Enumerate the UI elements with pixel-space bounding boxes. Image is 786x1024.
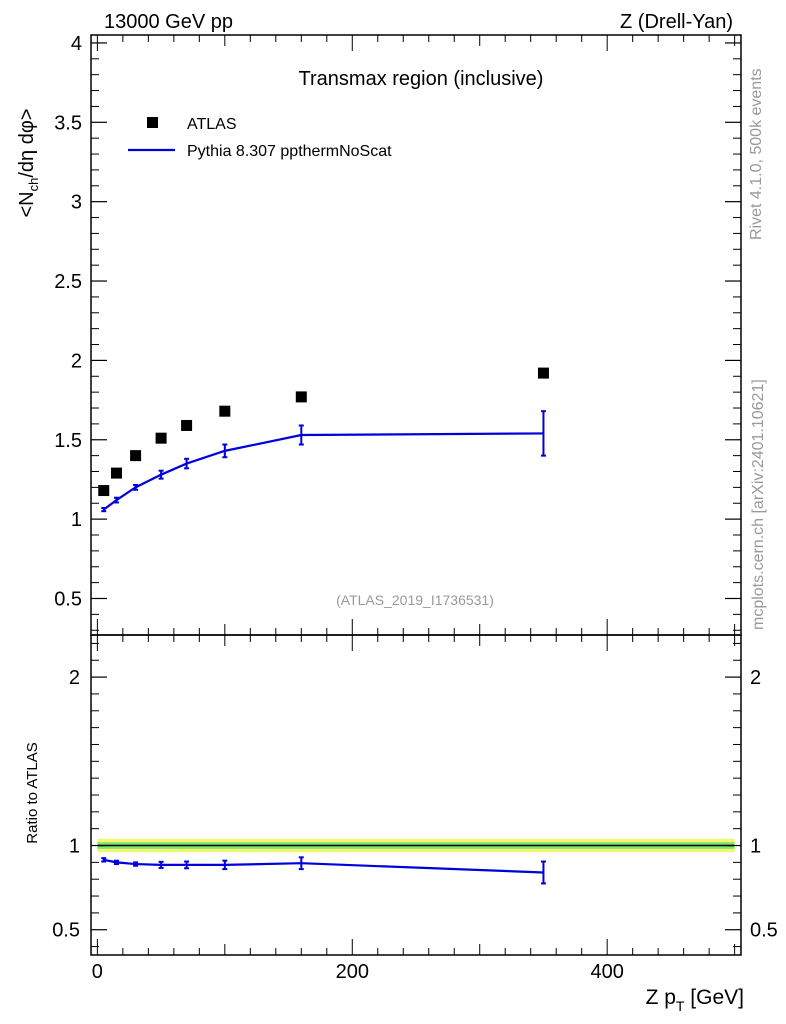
main-ytick-label: 1.5 [54,430,82,452]
legend: ATLAS Pythia 8.307 ppthermNoScat [128,116,392,160]
legend-label-pythia: Pythia 8.307 ppthermNoScat [187,143,392,160]
ratio-ylabel: Ratio to ATLAS [24,742,41,843]
main-ytick-label: 0.5 [54,588,82,610]
rivet-label: Rivet 4.1.0, 500k events [748,68,765,240]
ratio-pythia-line [103,858,544,874]
atlas-point [295,391,307,403]
ratio-ytick-label-right: 2 [750,667,761,689]
atlas-point [110,467,122,479]
main-ytick-label: 1 [71,509,82,531]
main-ytick-label: 3 [71,192,82,214]
legend-marker-atlas [147,117,158,128]
legend-label-atlas: ATLAS [187,116,237,133]
main-ytick-label: 4 [71,33,82,55]
mcplots-label: mcplots.cern.ch [arXiv:2401.10621] [750,379,767,630]
energy-label: 13000 GeV pp [104,11,233,33]
main-ytick-label: 2 [71,350,82,372]
ratio-ytick-label: 1 [69,836,80,858]
ratio-ytick-label-right: 1 [750,836,761,858]
ratio-ytick-label-right: 0.5 [750,920,778,942]
pythia-line [103,432,544,511]
watermark: (ATLAS_2019_I1736531) [336,592,494,608]
x-axis-label: Z pT [GeV] [646,986,744,1014]
atlas-point [537,367,549,379]
main-ytick-label: 3.5 [54,112,82,134]
chart-title: Transmax region (inclusive) [299,68,544,90]
atlas-point [130,450,142,462]
atlas-point [219,405,231,417]
ratio-ytick-label: 0.5 [52,920,80,942]
x-tick-label: 400 [590,961,623,983]
atlas-point [181,419,193,431]
atlas-point [155,432,167,444]
process-label: Z (Drell-Yan) [620,11,733,33]
atlas-point [98,485,110,497]
main-ytick-label: 2.5 [54,271,82,293]
main-ylabel: <Nch/dη dφ> [16,109,41,218]
ratio-ytick-label: 2 [69,667,80,689]
x-tick-label: 200 [336,961,369,983]
ratio-panel-frame [90,634,742,956]
x-tick-label: 0 [92,961,103,983]
